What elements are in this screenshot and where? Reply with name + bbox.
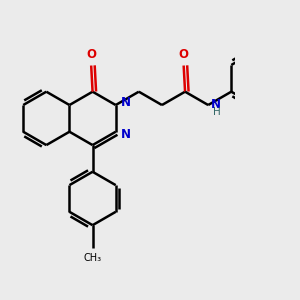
Text: O: O — [179, 48, 189, 61]
Text: O: O — [86, 48, 96, 61]
Text: N: N — [121, 128, 130, 141]
Text: N: N — [121, 96, 130, 109]
Text: CH₃: CH₃ — [83, 253, 102, 263]
Text: N: N — [211, 98, 221, 111]
Text: H: H — [213, 107, 221, 117]
